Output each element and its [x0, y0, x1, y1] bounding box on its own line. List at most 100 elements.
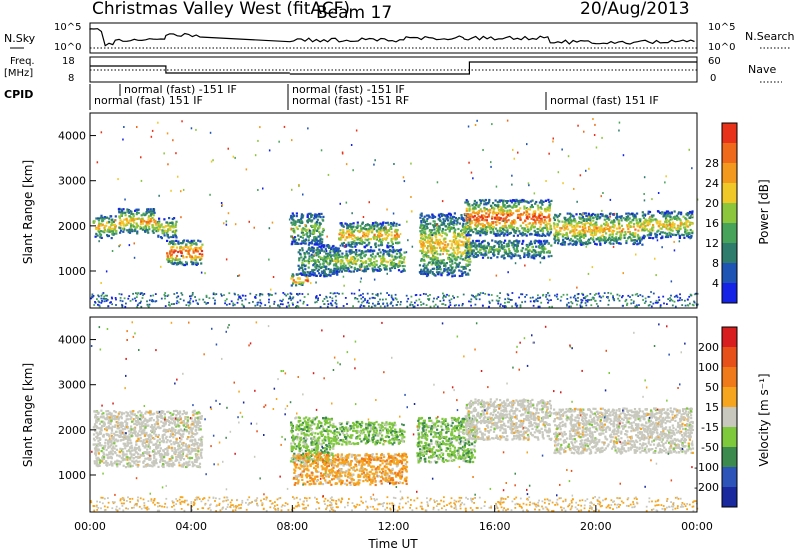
data-cell [421, 229, 424, 232]
data-cell [533, 254, 536, 257]
data-cell [491, 123, 493, 126]
data-cell [433, 251, 436, 255]
data-cell [371, 222, 375, 225]
data-cell [340, 222, 343, 225]
data-cell [436, 297, 438, 300]
data-cell [437, 218, 440, 221]
data-cell [302, 257, 305, 260]
data-cell [349, 245, 352, 248]
data-cell [529, 200, 532, 203]
data-cell [531, 255, 534, 258]
data-cell [121, 220, 124, 223]
data-cell [586, 300, 589, 303]
data-cell [312, 230, 315, 233]
data-cell [115, 298, 117, 301]
data-cell [444, 228, 447, 232]
data-cell [478, 293, 481, 296]
data-cell [510, 201, 513, 204]
data-cell [688, 216, 691, 219]
data-cell [523, 211, 526, 214]
data-cell [464, 267, 467, 270]
data-cell [289, 297, 292, 299]
data-cell [140, 214, 143, 217]
data-cell [598, 240, 601, 243]
data-cell [120, 214, 123, 217]
data-cell [419, 301, 422, 303]
data-cell [513, 226, 516, 229]
data-cell [595, 231, 598, 234]
data-cell [691, 211, 694, 214]
data-cell [642, 234, 645, 237]
data-cell [101, 223, 104, 226]
data-cell [516, 304, 519, 307]
data-cell [524, 300, 527, 303]
data-cell [353, 239, 356, 242]
data-cell [322, 259, 325, 263]
data-cell [353, 234, 356, 237]
data-cell [456, 253, 459, 256]
data-cell [490, 256, 493, 260]
data-cell [317, 255, 321, 258]
data-cell [492, 221, 495, 224]
data-cell [570, 305, 572, 308]
data-cell [141, 222, 144, 225]
data-cell [399, 303, 402, 306]
data-cell [302, 214, 305, 217]
data-cell [346, 260, 349, 263]
data-cell [333, 263, 336, 266]
data-cell [389, 263, 392, 266]
data-cell [309, 271, 312, 274]
data-cell [196, 302, 199, 305]
data-cell [315, 297, 317, 300]
data-cell [214, 299, 216, 302]
data-cell [632, 225, 635, 228]
data-cell [430, 233, 434, 236]
data-cell [458, 304, 460, 307]
data-cell [427, 251, 430, 254]
data-cell [504, 239, 507, 242]
cpid-segment-4: normal (fast) -151 RF [292, 94, 409, 107]
data-cell [608, 299, 610, 302]
data-cell [164, 297, 166, 300]
data-cell [382, 254, 385, 257]
data-cell [589, 229, 593, 232]
data-cell [658, 232, 662, 236]
data-cell [351, 231, 354, 234]
data-cell [573, 242, 576, 245]
data-cell [402, 265, 405, 268]
data-cell [528, 208, 532, 211]
data-cell [96, 227, 100, 230]
data-cell [291, 216, 294, 219]
data-cell [366, 292, 369, 295]
data-cell [360, 242, 364, 246]
data-cell [360, 264, 363, 267]
data-cell [498, 222, 501, 225]
data-cell [595, 223, 598, 226]
data-cell [691, 167, 693, 170]
data-cell [260, 302, 263, 305]
data-cell [454, 238, 457, 241]
data-cell [531, 205, 534, 209]
data-cell [546, 228, 549, 231]
data-cell [369, 238, 373, 241]
data-cell [99, 233, 103, 237]
data-cell [425, 264, 428, 268]
data-cell [512, 221, 515, 224]
data-cell [400, 270, 403, 273]
data-cell [469, 217, 472, 220]
cpid-strip: CPID normal (fast) -151 IF normal (fast)… [4, 83, 659, 110]
data-cell [542, 234, 545, 237]
data-cell [365, 268, 368, 271]
data-cell [382, 238, 385, 241]
data-cell [651, 229, 654, 232]
data-cell [637, 229, 640, 232]
data-cell [350, 243, 353, 247]
data-cell [97, 294, 99, 297]
data-cell [136, 304, 139, 306]
data-cell [466, 259, 469, 262]
data-cell [374, 159, 376, 162]
data-cell [571, 234, 574, 238]
data-cell [685, 224, 688, 228]
data-cell [604, 226, 607, 229]
data-cell [327, 252, 330, 255]
